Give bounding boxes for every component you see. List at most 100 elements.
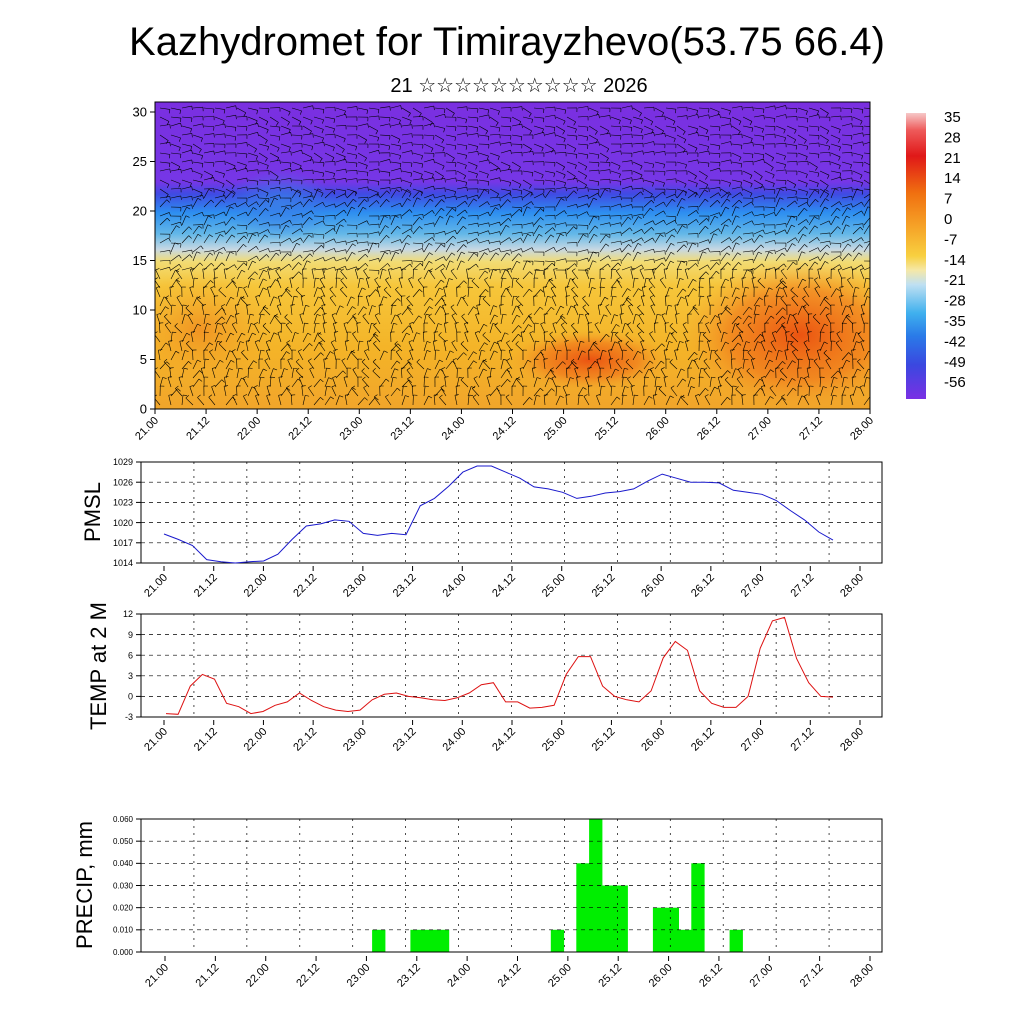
colorbar-label: 7 (944, 191, 952, 208)
cs-x-tick-label: 27.12 (797, 415, 825, 443)
wind-barb-feather (874, 115, 875, 119)
precip-y-tick-label: 0.040 (113, 859, 134, 868)
pmsl-x-tick-label: 26.00 (639, 572, 667, 600)
pmsl-x-tick-label: 27.12 (788, 572, 816, 600)
temp-x-tick-label: 22.12 (291, 726, 319, 754)
cs-x-tick-label: 23.12 (389, 415, 417, 443)
temp-y-tick-label: 3 (128, 671, 133, 681)
temp-x-tick-label: 24.12 (490, 726, 518, 754)
precip-y-tick-label: 0.000 (113, 948, 134, 957)
precip-x-tick-label: 22.12 (294, 962, 322, 990)
precip-x-tick-label: 25.00 (546, 962, 574, 990)
cross-section-field (120, 102, 920, 410)
cs-x-tick-label: 22.12 (286, 415, 314, 443)
precip-y-tick-label: 0.060 (113, 815, 134, 824)
colorbar-label: -14 (944, 252, 966, 269)
warm-pocket-left (120, 270, 280, 390)
precip-grid (141, 819, 882, 952)
temp-y-tick-label: 12 (123, 609, 133, 619)
cs-x-tick-label: 23.00 (337, 415, 365, 443)
pmsl-x-tick-label: 22.12 (291, 572, 319, 600)
precip-y-tick-label: 0.010 (113, 926, 134, 935)
temp-x-tick-label: 21.12 (192, 726, 220, 754)
cs-x-tick-label: 22.00 (235, 415, 263, 443)
pmsl-x-tick-label: 24.12 (490, 572, 518, 600)
temp-x-tick-label: 26.00 (639, 726, 667, 754)
precip-x-tick-label: 23.00 (345, 962, 373, 990)
precip-x-tick-label: 27.12 (798, 962, 826, 990)
chart-title: Kazhydromet for Timirayzhevo(53.75 66.4) (129, 20, 885, 64)
pmsl-x-tick-label: 21.12 (192, 572, 220, 600)
precip-x-tick-label: 23.12 (395, 962, 423, 990)
precip-x-tick-label: 26.00 (647, 962, 675, 990)
pmsl-y-tick-label: 1014 (113, 558, 133, 568)
pmsl-series-line (164, 466, 833, 563)
precip-bar (551, 930, 564, 952)
colorbar-strip (906, 113, 926, 399)
precip-bar (372, 930, 385, 952)
cs-x-tick-label: 21.12 (184, 415, 212, 443)
temp-y-label: TEMP at 2 M (86, 602, 111, 730)
warm-pocket-right (680, 260, 920, 410)
pmsl-y-tick-label: 1029 (113, 457, 133, 467)
colorbar-label: -28 (944, 293, 966, 310)
pmsl-y-tick-label: 1017 (113, 538, 133, 548)
wind-barb-feather (872, 192, 874, 195)
colorbar-label: -35 (944, 313, 966, 330)
wind-barb-feather (874, 240, 875, 244)
cs-y-tick-label: 5 (140, 352, 147, 367)
wind-barb-feather (870, 217, 873, 220)
precip-bar (602, 886, 615, 953)
cs-x-tick-label: 25.12 (593, 415, 621, 443)
colorbar-label: -49 (944, 354, 966, 371)
colorbar-label: -7 (944, 231, 957, 248)
precip-x-tick-label: 28.00 (848, 962, 876, 990)
precip-bar (730, 930, 743, 952)
temp-x-tick-label: 28.00 (838, 726, 866, 754)
temp-y-tick-label: 9 (128, 630, 133, 640)
wind-barb-feather (874, 141, 875, 145)
temp-x-tick-label: 25.12 (590, 726, 618, 754)
precip-bar (679, 930, 692, 952)
temp-x-tick-label: 21.00 (142, 726, 170, 754)
precip-x-tick-label: 26.12 (697, 962, 725, 990)
colorbar-label: 35 (944, 109, 961, 126)
temp-x-tick-label: 26.12 (689, 726, 717, 754)
cs-x-tick-label: 26.12 (695, 415, 723, 443)
temp-x-tick-label: 23.00 (341, 726, 369, 754)
colorbar-label: 28 (944, 129, 961, 146)
pmsl-x-tick-label: 21.00 (142, 572, 170, 600)
cs-x-tick-label: 24.00 (440, 415, 468, 443)
colorbar-label: -56 (944, 374, 966, 391)
cs-y-tick-label: 15 (133, 253, 147, 268)
temp-x-tick-label: 22.00 (242, 726, 270, 754)
temp-x-tick-label: 27.00 (739, 726, 767, 754)
pmsl-y-label: PMSL (80, 482, 105, 542)
precip-y-tick-label: 0.020 (113, 903, 134, 912)
pmsl-grid (141, 462, 882, 563)
cs-y-tick-label: 10 (133, 303, 147, 318)
temp-y-tick-label: 6 (128, 650, 133, 660)
pmsl-x-tick-label: 23.00 (341, 572, 369, 600)
pmsl-x-tick-label: 25.12 (590, 572, 618, 600)
colorbar-label: -21 (944, 272, 966, 289)
temp-x-tick-label: 25.00 (540, 726, 568, 754)
cs-y-tick-label: 0 (140, 402, 147, 417)
precip-x-tick-label: 21.00 (143, 962, 171, 990)
precip-x-tick-label: 24.00 (445, 962, 473, 990)
colorbar-label: -42 (944, 333, 966, 350)
precip-bar (423, 930, 436, 952)
precip-x-tick-label: 25.12 (596, 962, 624, 990)
chart-subtitle: 21 ☆☆☆☆☆☆☆☆☆☆ 2026 (390, 75, 647, 97)
pmsl-x-tick-label: 27.00 (739, 572, 767, 600)
